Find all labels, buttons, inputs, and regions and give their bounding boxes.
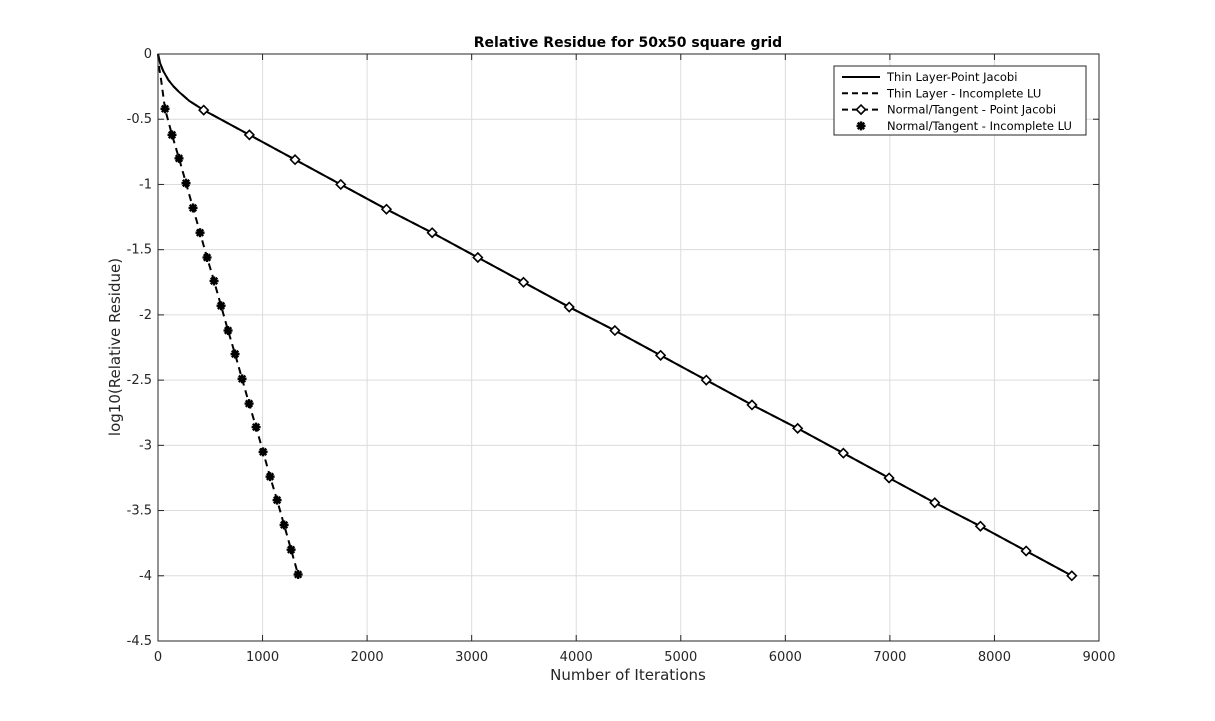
y-tick-label: -2 <box>139 308 152 323</box>
series-layer <box>157 53 1078 582</box>
legend-item: Thin Layer - Incomplete LU <box>842 86 1041 100</box>
x-tick-label: 1000 <box>246 650 279 665</box>
plot-frame <box>157 53 1100 642</box>
data-point <box>202 252 212 262</box>
y-tick-label: -2.5 <box>127 373 152 388</box>
x-tick-label: 7000 <box>873 650 906 665</box>
legend-label: Thin Layer-Point Jacobi <box>886 70 1017 84</box>
x-tick-label: 8000 <box>978 650 1011 665</box>
data-point <box>181 178 191 188</box>
data-point <box>563 301 575 313</box>
legend-label: Thin Layer - Incomplete LU <box>886 86 1041 100</box>
legend-item: Normal/Tangent - Point Jacobi <box>842 103 1056 117</box>
data-point <box>517 276 530 288</box>
data-point <box>380 203 393 215</box>
x-tick-label: 9000 <box>1082 650 1115 665</box>
y-tick-label: -1.5 <box>127 243 152 258</box>
data-point <box>472 251 484 264</box>
y-axis-label: log10(Relative Residue) <box>106 258 124 436</box>
legend: Thin Layer-Point Jacobi Thin Layer - Inco… <box>833 65 1087 136</box>
data-point <box>258 447 268 457</box>
data-point <box>209 276 219 286</box>
legend-item: Normal/Tangent - Incomplete LU <box>856 119 1072 133</box>
series-2 <box>157 53 300 575</box>
data-point <box>837 447 849 459</box>
y-tick-label: -1 <box>139 177 152 192</box>
y-tick-label: -3 <box>139 438 152 453</box>
data-point <box>974 520 987 532</box>
y-tick-label: 0 <box>144 47 152 62</box>
data-point <box>929 497 941 509</box>
data-point <box>1020 545 1032 557</box>
data-point <box>609 324 621 337</box>
data-point <box>746 399 758 411</box>
data-point <box>243 129 256 141</box>
y-tick-label: -4 <box>139 569 152 584</box>
x-tick-label: 6000 <box>769 650 802 665</box>
legend-marker <box>855 103 867 116</box>
data-point <box>883 472 895 484</box>
data-point <box>700 374 712 386</box>
x-tick-label: 2000 <box>351 650 384 665</box>
legend-label: Normal/Tangent - Point Jacobi <box>887 103 1056 117</box>
grid <box>157 53 1100 642</box>
series-4 <box>160 104 303 579</box>
data-point <box>265 472 275 482</box>
data-point <box>195 228 205 238</box>
data-point <box>174 153 184 163</box>
x-tick-label: 0 <box>154 650 162 665</box>
tick-layer: 0 1000 2000 3000 4000 5000 6000 7000 8000 9000 0 -0… <box>127 47 1116 665</box>
data-point <box>279 520 289 530</box>
data-point <box>286 545 296 555</box>
data-point <box>160 104 170 114</box>
data-point <box>244 399 254 409</box>
data-point <box>293 569 303 579</box>
data-point <box>251 422 261 432</box>
data-point <box>426 227 438 239</box>
data-point <box>223 326 233 336</box>
chart-title: Relative Residue for 50x50 square grid <box>474 35 782 51</box>
data-point <box>792 422 804 435</box>
data-point <box>272 495 282 505</box>
x-tick-label: 5000 <box>664 650 697 665</box>
legend-label: Normal/Tangent - Incomplete LU <box>887 119 1072 133</box>
y-tick-label: -4.5 <box>127 634 152 649</box>
series-3 <box>157 53 1078 582</box>
legend-marker <box>856 121 866 131</box>
y-tick-label: -3.5 <box>127 504 152 519</box>
data-point <box>167 130 177 140</box>
data-point <box>654 349 667 361</box>
legend-item: Thin Layer-Point Jacobi <box>842 70 1017 84</box>
data-point <box>237 374 247 384</box>
data-point <box>230 349 240 359</box>
data-point <box>335 178 347 191</box>
data-point <box>198 104 210 116</box>
data-point <box>1066 570 1078 582</box>
data-point <box>188 203 198 213</box>
series-line <box>157 53 300 575</box>
x-tick-label: 3000 <box>455 650 488 665</box>
x-axis-label: Number of Iterations <box>550 666 706 684</box>
y-tick-label: -0.5 <box>127 112 152 127</box>
data-point <box>216 301 226 311</box>
x-tick-label: 4000 <box>560 650 593 665</box>
data-point <box>289 154 301 166</box>
